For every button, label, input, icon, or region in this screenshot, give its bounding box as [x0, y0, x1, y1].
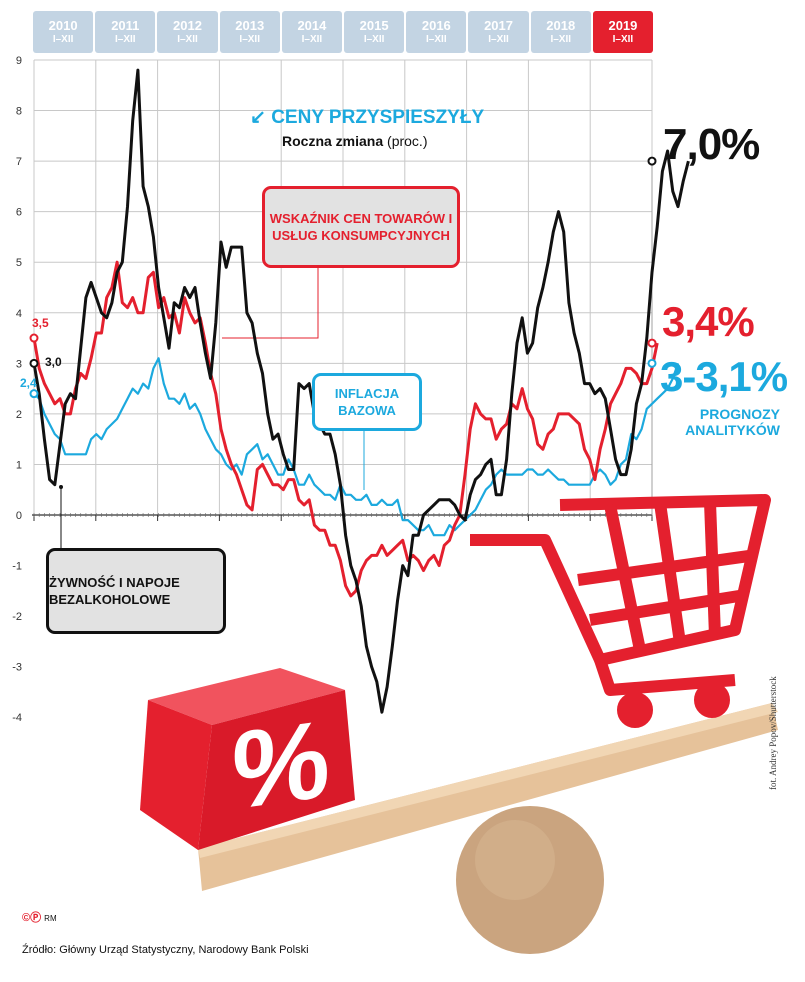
cpi-end-value: 3,4% — [662, 298, 755, 345]
food-label: ŻYWNOŚĆ I NAPOJE BEZALKOHOLOWE — [46, 548, 226, 634]
year-tab-label: 2015 — [359, 18, 389, 33]
cpi-start-value: 3,5 — [32, 316, 49, 330]
year-tab-label: 2018 — [546, 18, 576, 33]
y-tick-label: 4 — [16, 308, 22, 320]
year-tab-range: I–XII — [301, 34, 323, 45]
food-start-value: 3,0 — [45, 355, 62, 369]
series-lines — [32, 68, 690, 714]
source-note: Źródło: Główny Urząd Statystyczny, Narod… — [22, 944, 309, 956]
copyright: ©Ⓟ RM — [22, 912, 57, 924]
year-tab-range: I–XII — [550, 34, 572, 45]
y-tick-label: -4 — [12, 712, 22, 724]
year-tab-2017: 2017 I–XII — [468, 11, 529, 53]
cpi-leader-line — [222, 262, 319, 339]
core-start-value: 2,4 — [20, 376, 37, 390]
year-tab-range: I–XII — [363, 34, 385, 45]
year-tab-2015: 2015 I–XII — [344, 11, 405, 53]
year-tab-range: I–XII — [488, 34, 509, 45]
y-tick-label: 1 — [16, 459, 22, 471]
y-tick-label: -2 — [12, 611, 22, 623]
series-end-marker — [647, 358, 657, 368]
year-tab-2014: 2014 I–XII — [281, 11, 343, 53]
year-tab-range: I–XII — [177, 34, 198, 45]
end-markers — [29, 156, 657, 399]
series-start-marker — [29, 389, 39, 399]
grid — [32, 59, 653, 521]
year-tab-label: 2016 — [421, 18, 451, 33]
shopping-cart-icon — [470, 494, 771, 728]
y-tick-label: 9 — [16, 55, 22, 67]
year-tab-2018: 2018 I–XII — [530, 11, 591, 53]
y-tick-label: 2 — [16, 409, 22, 421]
year-tab-2016: 2016 I–XII — [406, 11, 467, 53]
wooden-plank — [198, 703, 778, 891]
year-tab-label: 2012 — [173, 18, 202, 33]
series-start-marker — [29, 358, 39, 368]
year-tab-label: 2010 — [48, 18, 78, 33]
series-line-0 — [32, 68, 690, 714]
year-tab-range: I–XII — [612, 34, 634, 45]
year-tab-range: I–XII — [426, 34, 447, 45]
percent-cube-icon: % — [140, 668, 355, 850]
year-tab-2010: 2010 I–XII — [33, 11, 94, 53]
y-tick-label: -3 — [12, 662, 22, 674]
year-tab-label: 2017 — [484, 18, 513, 33]
illustration: % — [140, 494, 778, 954]
year-tab-2011: 2011 I–XII — [95, 11, 156, 53]
series-line-1 — [32, 260, 659, 598]
y-tick-label: -1 — [12, 561, 22, 573]
year-tab-label: 2011 — [111, 18, 140, 33]
food-leader-dot — [59, 485, 63, 489]
core-end-value: 3-3,1% — [660, 353, 788, 400]
year-tab-range: I–XII — [115, 34, 136, 45]
series-end-marker — [647, 156, 657, 166]
y-tick-label: 7 — [16, 156, 22, 168]
y-tick-label: 5 — [16, 257, 22, 269]
forecast-label: PROGNOZY ANALITYKÓW — [685, 406, 780, 438]
y-tick-label: 6 — [16, 207, 22, 219]
photo-credit: fot. Andrey Popov/Shutterstock — [768, 676, 778, 790]
year-tab-2013: 2013 I–XII — [219, 11, 280, 53]
svg-text:%: % — [232, 697, 330, 833]
year-tab-2019: 2019 I–XII — [592, 11, 654, 53]
year-tab-label: 2013 — [235, 18, 265, 33]
y-tick-label: 8 — [16, 106, 22, 118]
arrow-icon: ↙ — [250, 107, 266, 128]
series-end-marker — [647, 338, 657, 348]
cpi-label: WSKAŹNIK CEN TOWARÓW I USŁUG KONSUMPCYJN… — [262, 186, 460, 268]
year-tab-label: 2014 — [297, 18, 327, 33]
y-tick-label: 0 — [16, 510, 22, 522]
chart-subtitle: Roczna zmiana (proc.) — [282, 133, 428, 149]
year-tab-range: I–XII — [239, 34, 260, 45]
food-end-value: 7,0% — [663, 120, 760, 169]
year-tab-range: I–XII — [52, 34, 74, 45]
series-start-marker — [29, 333, 39, 343]
chart-title: ↙ CENY PRZYSPIESZYŁY — [250, 107, 485, 128]
y-axis: 9 8 7 6 5 4 3 2 1 0 -1 -2 -3 -4 — [12, 55, 22, 724]
y-tick-label: 3 — [16, 358, 22, 370]
core-label: INFLACJA BAZOWA — [312, 373, 422, 431]
year-tab-label: 2019 — [608, 18, 638, 33]
series-line-2 — [33, 357, 680, 537]
year-bar: 2010 I–XII 2011 I–XII 2012 I–XII 2013 I–XII 2014… — [33, 11, 654, 53]
year-tab-2012: 2012 I–XII — [157, 11, 218, 53]
